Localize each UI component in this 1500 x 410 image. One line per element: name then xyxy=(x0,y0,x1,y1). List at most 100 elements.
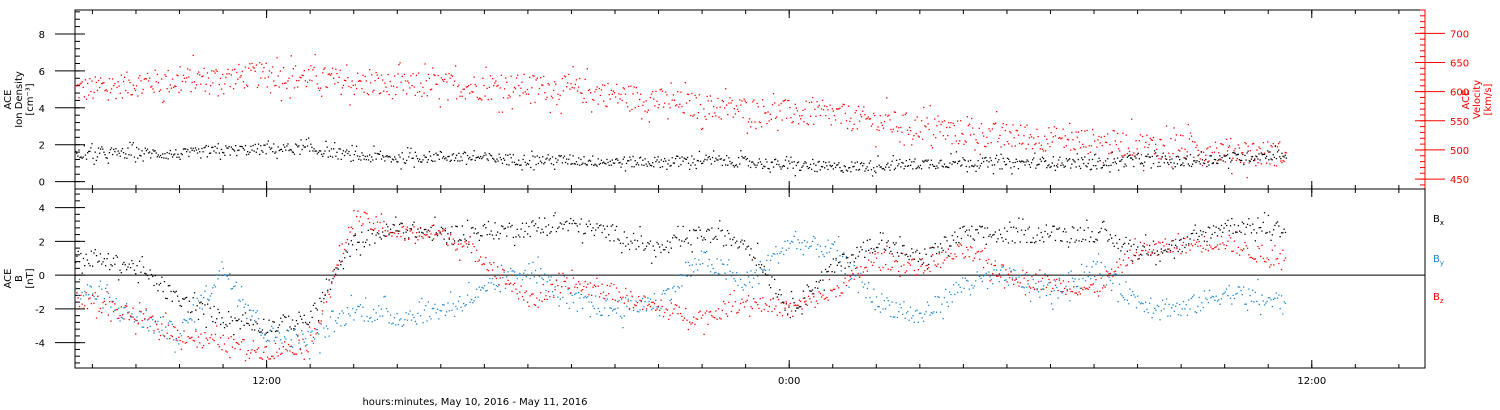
field-By-series-point xyxy=(1163,308,1165,310)
velocity-series-point xyxy=(468,85,470,87)
field-Bx-series-point xyxy=(817,287,819,289)
field-By-series-point xyxy=(423,309,426,311)
velocity-series-point xyxy=(212,82,214,84)
field-Bx-series-point xyxy=(1084,239,1087,241)
field-Bx-series-point xyxy=(1028,226,1030,228)
density-series-point xyxy=(839,166,841,169)
velocity-series-point xyxy=(935,137,937,139)
velocity-series-point xyxy=(759,122,762,124)
density-series-point xyxy=(562,157,564,159)
field-Bz-series-point xyxy=(861,274,863,277)
field-By-series-point xyxy=(146,319,149,321)
velocity-series-point xyxy=(676,104,678,106)
velocity-series-point xyxy=(1245,143,1247,145)
field-By-series-point xyxy=(942,318,944,320)
density-series-point xyxy=(606,158,608,161)
density-series-point xyxy=(1046,167,1048,169)
field-Bz-series-point xyxy=(294,353,296,355)
field-Bz-series-point xyxy=(123,318,125,320)
density-series-point xyxy=(718,155,720,157)
density-series-point xyxy=(1278,149,1280,151)
field-Bx-series-point xyxy=(85,253,87,255)
field-Bx-series-point xyxy=(981,225,983,228)
field-By-series-point xyxy=(1121,295,1123,297)
field-Bz-series-point xyxy=(804,301,806,303)
density-series-point xyxy=(1141,163,1144,165)
field-Bx-series-point xyxy=(460,239,462,241)
density-series-point xyxy=(210,152,212,154)
velocity-series-point xyxy=(702,127,704,130)
velocity-series-point xyxy=(752,101,754,103)
velocity-series-point xyxy=(704,115,706,118)
velocity-series-point xyxy=(1030,136,1033,138)
field-Bz-series-point xyxy=(781,315,784,317)
velocity-series-point xyxy=(289,97,291,99)
field-Bz-series-point xyxy=(606,284,608,287)
density-series-point xyxy=(166,151,168,154)
velocity-series-point xyxy=(1148,143,1150,146)
field-By-series-point xyxy=(412,314,414,316)
field-By-series-point xyxy=(349,315,351,317)
velocity-series-point xyxy=(659,89,661,91)
density-series-point xyxy=(423,154,425,156)
field-Bz-series-point xyxy=(395,230,397,232)
velocity-series-point xyxy=(671,99,673,101)
velocity-series-point xyxy=(1269,163,1271,165)
density-series-point xyxy=(983,160,985,163)
velocity-series-point xyxy=(414,94,416,96)
velocity-series-point xyxy=(790,117,792,119)
velocity-series-point xyxy=(474,83,476,86)
velocity-series-point xyxy=(864,114,866,116)
density-series-point xyxy=(1138,158,1140,160)
field-Bx-series-point xyxy=(648,243,650,245)
field-By-series-point xyxy=(781,247,784,249)
density-series-point xyxy=(980,162,983,164)
field-Bx-series-point xyxy=(602,225,605,227)
field-By-series-point xyxy=(1195,312,1198,314)
density-series-point xyxy=(180,152,182,155)
field-Bz-series-point xyxy=(626,294,628,297)
density-series-point xyxy=(587,160,590,162)
velocity-series-point xyxy=(1232,157,1234,159)
field-Bz-series-point xyxy=(807,295,810,297)
field-Bz-series-point xyxy=(152,315,154,317)
density-series-point xyxy=(655,161,657,163)
velocity-series-point xyxy=(669,107,671,109)
field-By-series-point xyxy=(89,285,91,287)
velocity-series-point xyxy=(1108,152,1110,155)
density-series-point xyxy=(812,158,814,161)
density-series-point xyxy=(1271,159,1273,161)
density-series-point xyxy=(218,152,220,154)
field-By-series-point xyxy=(332,310,334,312)
field-Bx-series-point xyxy=(483,223,486,226)
density-series-point xyxy=(1272,154,1274,156)
velocity-series-point xyxy=(733,108,735,110)
field-Bz-series-point xyxy=(614,299,616,301)
field-Bz-series-point xyxy=(767,310,769,313)
field-By-series-point xyxy=(267,339,269,341)
field-Bz-series-point xyxy=(417,239,419,241)
velocity-series-point xyxy=(290,55,292,57)
field-Bz-series-point xyxy=(874,253,876,255)
velocity-series-point xyxy=(943,120,946,122)
field-By-series-point xyxy=(1005,279,1007,281)
density-series-point xyxy=(901,161,903,164)
field-Bx-series-point xyxy=(205,326,207,328)
density-series-point xyxy=(324,150,326,152)
field-By-series-point xyxy=(1246,309,1249,311)
velocity-series-point xyxy=(715,115,717,117)
field-By-series-point xyxy=(94,298,96,300)
field-Bx-series-point xyxy=(566,220,568,222)
velocity-series-point xyxy=(164,74,166,76)
density-series-point xyxy=(533,169,535,171)
field-Bz-series-point xyxy=(672,312,674,314)
field-Bx-series-point xyxy=(470,227,473,229)
field-Bz-series-point xyxy=(567,287,569,289)
density-series-point xyxy=(512,154,514,156)
field-Bx-series-point xyxy=(376,232,379,234)
field-Bx-series-point xyxy=(302,322,304,324)
density-series-point xyxy=(863,162,865,165)
velocity-series-point xyxy=(609,98,611,100)
density-series-point xyxy=(1151,155,1153,158)
velocity-series-point xyxy=(1186,151,1188,153)
